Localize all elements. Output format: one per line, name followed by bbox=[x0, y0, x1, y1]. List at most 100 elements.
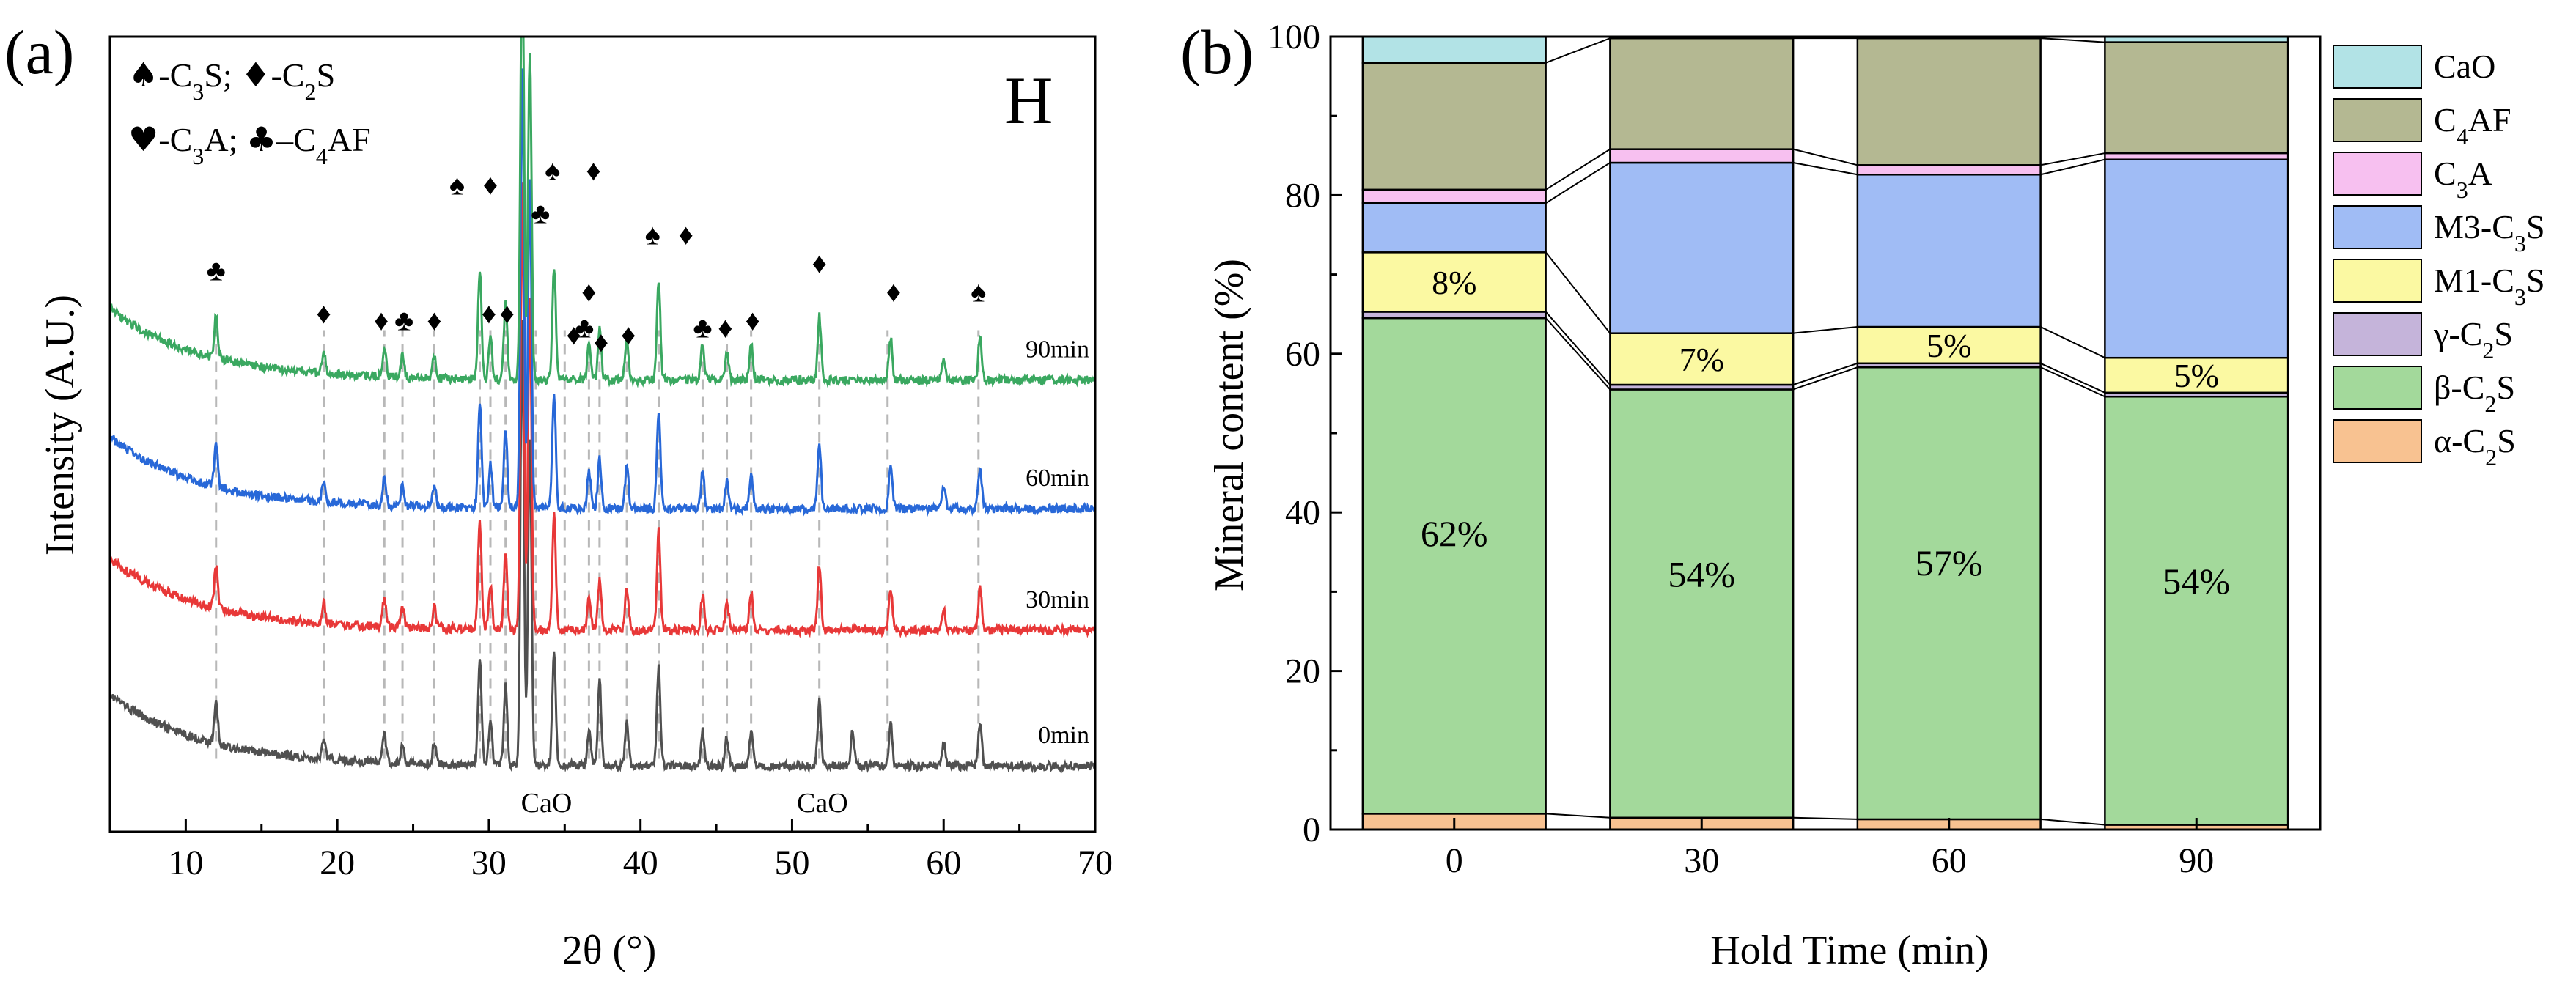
bar-value-label: 57% bbox=[1916, 542, 1983, 583]
connector-line bbox=[1792, 162, 1858, 176]
bar-value-label: 5% bbox=[2174, 357, 2219, 394]
bar-60-M1-C₃S bbox=[1856, 325, 2042, 365]
peak-symbol: ♦ bbox=[427, 304, 441, 337]
mineral-y-axis-label: Mineral content (%) bbox=[1207, 259, 1252, 591]
bar-value-label: 62% bbox=[1421, 513, 1488, 554]
bar-0-β-C₂S bbox=[1361, 317, 1547, 815]
bar-value-label: 54% bbox=[1668, 553, 1735, 594]
bar-0-M1-C₃S bbox=[1361, 251, 1547, 313]
peak-symbol: ♦ bbox=[483, 168, 498, 201]
legend-symbol: ♥ bbox=[128, 119, 158, 159]
legend-row: ♥-C3A; ♣–C4AF bbox=[128, 119, 371, 169]
peak-symbol: ♣ bbox=[394, 304, 413, 337]
legend-swatch bbox=[2333, 259, 2422, 303]
x-tick-label: 10 bbox=[168, 843, 203, 882]
peak-symbol: ♦ bbox=[718, 311, 732, 344]
peak-symbol: ♦ bbox=[316, 297, 331, 330]
legend-symbol: ♣ bbox=[246, 119, 276, 159]
legend-label: γ-C2S bbox=[2433, 315, 2513, 363]
peak-symbol: ♦ bbox=[567, 318, 581, 351]
legend-swatch bbox=[2333, 366, 2422, 410]
peak-symbol: ♦ bbox=[500, 297, 515, 330]
legend-label: M3-C3S bbox=[2434, 208, 2545, 256]
legend-symbol: ♦ bbox=[240, 55, 271, 95]
cao-label: CaO bbox=[521, 788, 573, 819]
xrd-line-30min bbox=[110, 182, 1095, 639]
x-tick-label: 30 bbox=[471, 843, 507, 882]
peak-symbol: ♠ bbox=[971, 276, 986, 309]
mineral-x-axis-label: Hold Time (min) bbox=[1710, 928, 1989, 973]
legend-swatch bbox=[2333, 419, 2422, 463]
connector-line bbox=[2040, 366, 2105, 398]
legend-label: CaO bbox=[2434, 48, 2495, 85]
peak-symbol: ♦ bbox=[374, 304, 389, 337]
legend-label: C4AF bbox=[2434, 101, 2511, 149]
bar-90-C₃A bbox=[2104, 152, 2289, 160]
legend-swatch bbox=[2333, 45, 2422, 89]
xrd-line-90min bbox=[110, 37, 1095, 388]
y-tick-label: 80 bbox=[1285, 176, 1320, 215]
y-tick-label: 100 bbox=[1267, 18, 1320, 56]
series-label-90min: 90min bbox=[1026, 336, 1089, 363]
x-tick-label: 40 bbox=[623, 843, 658, 882]
connector-line bbox=[1545, 317, 1611, 391]
bar-30-C₄AF bbox=[1609, 37, 1795, 150]
connector-line bbox=[1545, 162, 1611, 204]
y-tick-label: 40 bbox=[1285, 493, 1320, 532]
bar-0-CaO bbox=[1361, 35, 1547, 64]
peak-symbol: ♦ bbox=[886, 276, 901, 309]
connector-line bbox=[2040, 362, 2105, 394]
y-tick-label: 60 bbox=[1285, 335, 1320, 374]
connector-line bbox=[1792, 362, 1858, 385]
peak-symbol: ♦ bbox=[482, 297, 496, 330]
connector-line bbox=[2040, 818, 2105, 826]
peak-symbol: ♦ bbox=[679, 218, 693, 251]
bar-60-C₃A bbox=[1856, 164, 2042, 176]
connector-line bbox=[1792, 366, 1858, 391]
legend-label: C3A bbox=[2434, 155, 2492, 203]
bar-60-C₄AF bbox=[1856, 37, 2042, 166]
legend-label: M1-C3S bbox=[2434, 262, 2545, 310]
xrd-symbol-legend: ♠-C3S; ♦-C2S ♥-C3A; ♣–C4AF bbox=[128, 55, 371, 169]
peak-symbol: ♣ bbox=[531, 196, 550, 229]
y-tick-label: 0 bbox=[1303, 811, 1320, 849]
peak-symbol: ♠ bbox=[645, 218, 660, 251]
mineral-panel: 62% 54% 57% 54% 8% 7% 5% 5% 0 20 40 60 80 100 0 30 60 90… bbox=[1180, 17, 2545, 973]
connector-line bbox=[2040, 152, 2105, 166]
xrd-y-axis-label: Intensity (A.U.) bbox=[37, 295, 83, 555]
x-tick-label: 50 bbox=[774, 843, 809, 882]
cao-label: CaO bbox=[797, 788, 848, 819]
bar-30-β-C₂S bbox=[1609, 388, 1795, 819]
bar-30-M3-C₃S bbox=[1609, 161, 1795, 334]
bar-90-β-C₂S bbox=[2104, 395, 2289, 826]
x-tick-label: 60 bbox=[926, 843, 961, 882]
legend-label: α-C2S bbox=[2434, 422, 2516, 470]
legend-swatch bbox=[2333, 205, 2422, 249]
legend-swatch bbox=[2333, 152, 2422, 196]
bar-value-label: 8% bbox=[1432, 264, 1476, 301]
peak-symbol: ♦ bbox=[586, 154, 600, 187]
bar-0-γ-C₂S bbox=[1361, 311, 1547, 320]
connector-line bbox=[1792, 148, 1858, 166]
panel-label-a: (a) bbox=[4, 17, 74, 87]
connector-line bbox=[1545, 311, 1611, 385]
connector-line bbox=[1545, 148, 1611, 191]
x-tick-label: 0 bbox=[1446, 841, 1463, 880]
series-label-0min: 0min bbox=[1038, 722, 1089, 749]
peak-symbol: ♠ bbox=[545, 154, 560, 187]
legend-text: –C4AF bbox=[276, 121, 371, 169]
bar-30-C₃A bbox=[1609, 148, 1795, 164]
peak-symbol: ♣ bbox=[575, 311, 594, 344]
bar-90-C₄AF bbox=[2104, 41, 2289, 155]
bar-0-C₄AF bbox=[1361, 62, 1547, 191]
connector-line bbox=[2040, 326, 2105, 359]
connector-line bbox=[1545, 37, 1611, 64]
xrd-x-axis-label: 2θ (°) bbox=[562, 928, 657, 973]
mineral-axis-ticks: 0 20 40 60 80 100 0 30 60 90 bbox=[1267, 18, 2214, 880]
connector-line bbox=[2040, 37, 2105, 43]
panel-label-b: (b) bbox=[1180, 17, 1254, 87]
peak-symbol: ♦ bbox=[621, 318, 636, 351]
bar-value-label: 54% bbox=[2163, 561, 2230, 602]
